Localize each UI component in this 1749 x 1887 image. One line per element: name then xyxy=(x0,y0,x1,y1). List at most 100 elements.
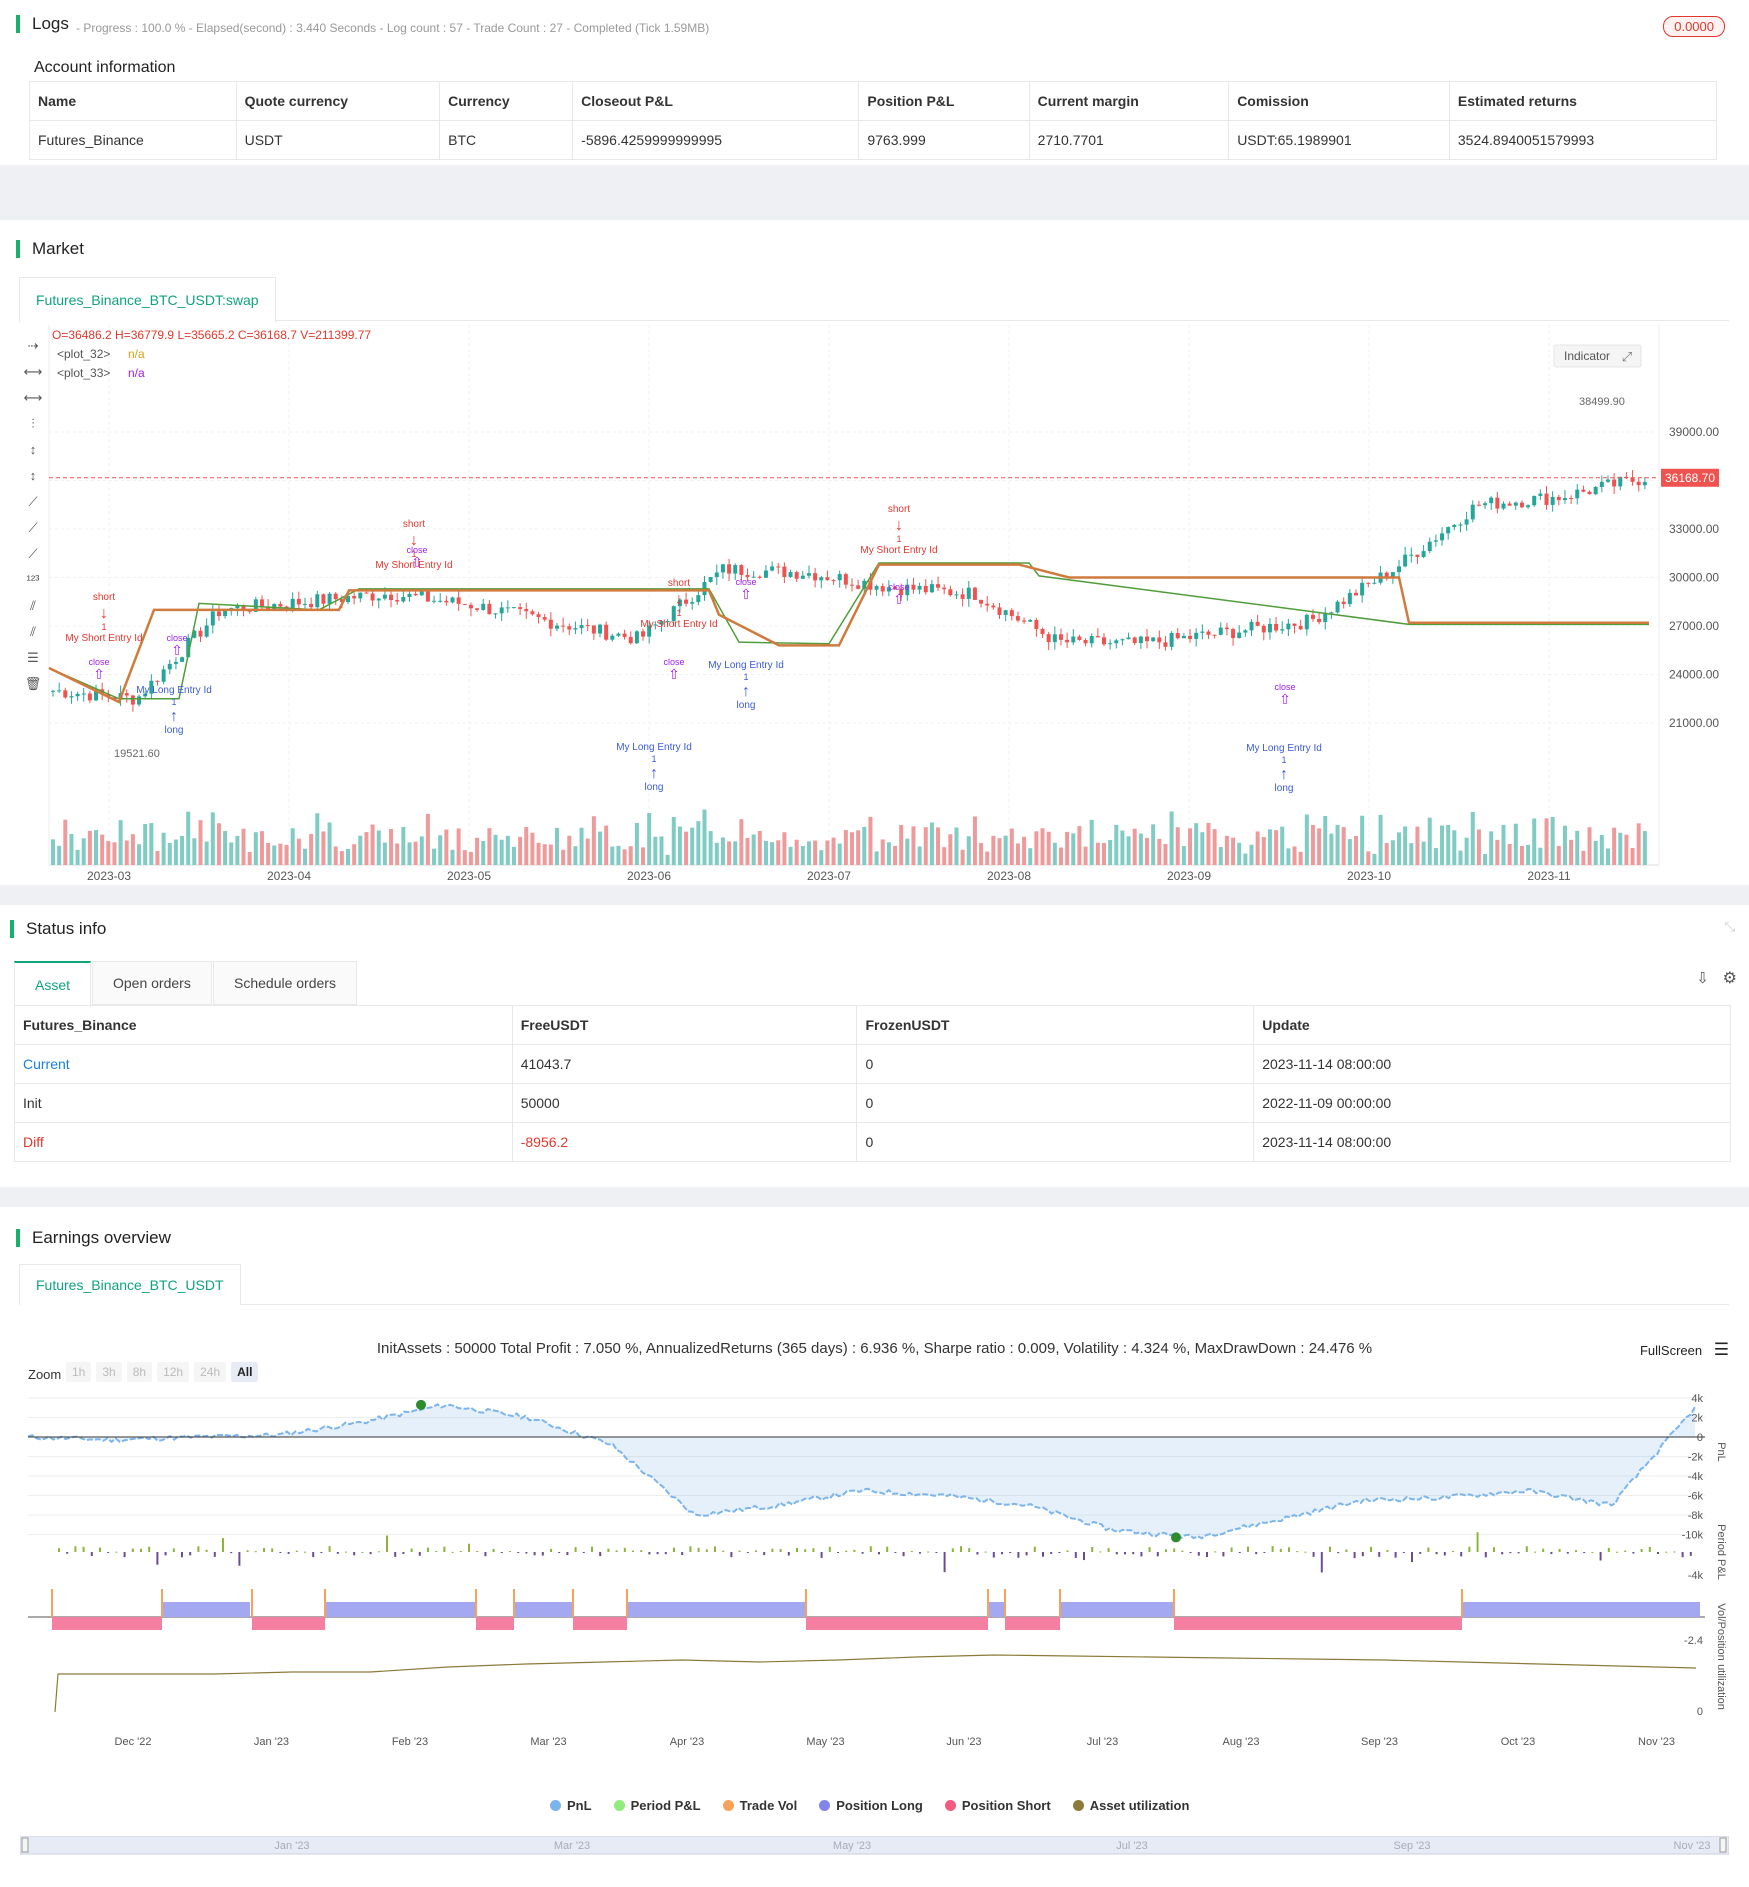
period-pnl-bar xyxy=(1214,1551,1217,1553)
min-marker-dot xyxy=(1171,1532,1181,1543)
period-pnl-bar xyxy=(205,1549,208,1552)
candle-body xyxy=(1544,493,1549,505)
candle-body xyxy=(1642,481,1647,486)
candle-body xyxy=(604,624,609,640)
long-arrow-icon: ↑ xyxy=(742,683,750,700)
candle-body xyxy=(1298,625,1303,630)
legend-item[interactable]: Asset utilization xyxy=(1072,1798,1189,1813)
long-arrow-icon: ↑ xyxy=(170,708,178,725)
market-title: Market xyxy=(16,240,84,258)
earnings-chart[interactable]: 4k 2k 0 -2k -4k -6k -8k -10k -4k -2.4 0 PnL Period P… xyxy=(0,1392,1749,1872)
tab-asset[interactable]: Asset xyxy=(14,961,92,1007)
volume-bar xyxy=(167,843,172,865)
candle-body xyxy=(1034,619,1039,630)
candlestick-chart[interactable]: ⇢⟷⟷⫶↕↕⟋⟋⟋¹²³⫽⫽☰🗑39000.0036000.0033000.00… xyxy=(19,325,1729,885)
volume-bar xyxy=(610,846,615,865)
legend-item[interactable]: Position Long xyxy=(819,1798,923,1813)
trade-vol-bar xyxy=(475,1589,477,1617)
collapse-icon[interactable]: ⤡ xyxy=(1724,919,1735,934)
zoom-option-24h[interactable]: 24h xyxy=(194,1362,227,1382)
volume-bar xyxy=(856,830,861,865)
volume-bar xyxy=(1132,828,1137,865)
volume-bar xyxy=(616,845,621,865)
zoom-option-3h[interactable]: 3h xyxy=(96,1362,122,1382)
drawing-tool-icon: ⟷ xyxy=(24,390,43,405)
period-pnl-bar xyxy=(1517,1552,1520,1554)
volume-bar xyxy=(819,850,824,865)
volume-bar xyxy=(247,851,252,865)
volume-bar xyxy=(1427,817,1432,865)
legend-item[interactable]: PnL xyxy=(550,1798,592,1813)
period-pnl-bar xyxy=(656,1552,659,1555)
period-pnl-bar xyxy=(517,1552,520,1553)
volume-bar xyxy=(321,831,326,865)
tab-earnings-symbol[interactable]: Futures_Binance_BTC_USDT xyxy=(19,1264,241,1305)
candle-body xyxy=(788,572,793,577)
volume-bar xyxy=(1108,840,1113,865)
volume-bar xyxy=(106,841,111,865)
candle-body xyxy=(456,597,461,604)
candle-body xyxy=(1556,496,1561,501)
volume-bar xyxy=(1212,829,1217,865)
zoom-option-All[interactable]: All xyxy=(231,1362,259,1382)
legend-item[interactable]: Period P&L xyxy=(613,1798,701,1813)
position-short-bar xyxy=(252,1617,325,1630)
candle-body xyxy=(278,603,283,607)
range-navigator[interactable]: Jan '23 Mar '23 May '23 Jul '23 Sep '23 Nov '… xyxy=(20,1836,1729,1856)
legend-dot-icon xyxy=(1072,1800,1084,1811)
candle-body xyxy=(1636,481,1641,486)
candle-body xyxy=(628,636,633,644)
candle-body xyxy=(997,607,1002,615)
volume-bar xyxy=(936,827,941,865)
volume-bar xyxy=(929,822,934,865)
period-pnl-bar xyxy=(1493,1547,1495,1552)
period-pnl-bar xyxy=(1648,1546,1651,1552)
volume-bar xyxy=(204,841,209,865)
volume-bar xyxy=(1218,846,1223,865)
candle-body xyxy=(690,602,695,604)
zoom-option-12h[interactable]: 12h xyxy=(157,1362,190,1382)
candle-body xyxy=(1599,481,1604,487)
download-icon[interactable]: ⇩ xyxy=(1696,970,1709,987)
candle-body xyxy=(518,607,523,610)
candle-body xyxy=(444,600,449,603)
price-tick-label: 21000.00 xyxy=(1669,716,1719,730)
table-cell: 2710.7701 xyxy=(1028,120,1230,160)
candle-body xyxy=(524,609,529,612)
tab-schedule-orders[interactable]: Schedule orders xyxy=(213,961,357,1005)
candle-body xyxy=(714,572,719,578)
period-pnl-bar xyxy=(336,1552,339,1554)
candle-body xyxy=(1083,639,1088,644)
candle-body xyxy=(1188,635,1193,639)
period-pnl-bar xyxy=(254,1551,257,1553)
candle-body xyxy=(923,585,928,593)
legend-label: PnL xyxy=(567,1798,592,1813)
short-arrow-icon: ↓ xyxy=(410,532,418,549)
earnings-title: Earnings overview xyxy=(16,1229,171,1247)
gear-icon[interactable]: ⚙ xyxy=(1722,970,1737,987)
zoom-option-8h[interactable]: 8h xyxy=(126,1362,153,1382)
candle-body xyxy=(1427,541,1432,552)
volume-bar xyxy=(991,835,996,865)
period-pnl-bar xyxy=(1599,1552,1602,1561)
navigator-handle-right xyxy=(1719,1837,1727,1853)
zoom-option-1h[interactable]: 1h xyxy=(66,1362,92,1382)
period-pnl-bar xyxy=(828,1546,831,1552)
period-pnl-bar xyxy=(1353,1552,1356,1559)
candle-body xyxy=(124,693,129,696)
trade-vol-bar xyxy=(161,1589,163,1617)
fullscreen-button[interactable]: FullScreen ☰ xyxy=(1640,1340,1729,1360)
legend-item[interactable]: Position Short xyxy=(944,1798,1051,1813)
tab-open-orders[interactable]: Open orders xyxy=(92,961,212,1005)
table-cell: USDT:65.1989901 xyxy=(1228,120,1450,160)
indicator-button[interactable] xyxy=(1553,344,1642,368)
tab-market-symbol[interactable]: Futures_Binance_BTC_USDT:swap xyxy=(19,277,276,322)
candle-body xyxy=(942,587,947,590)
volume-bar xyxy=(1636,823,1641,865)
menu-icon[interactable]: ☰ xyxy=(1713,1340,1729,1359)
account-table: Name Quote currency Currency Closeout P&L Po… xyxy=(29,81,1718,160)
volume-bar xyxy=(370,824,375,865)
volume-bar xyxy=(1397,832,1402,865)
legend-item[interactable]: Trade Vol xyxy=(722,1798,797,1813)
volume-bar xyxy=(432,848,437,865)
